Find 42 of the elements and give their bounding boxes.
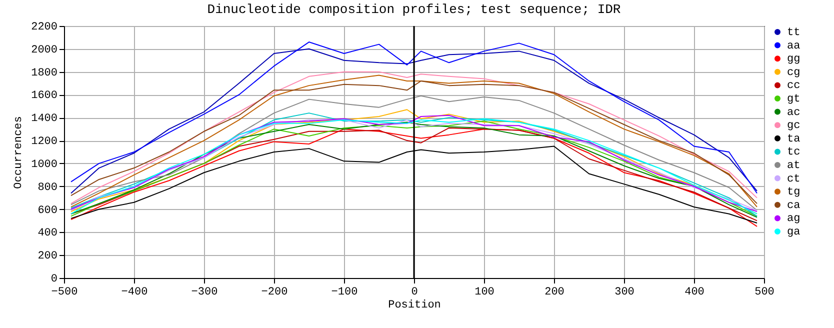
legend-label: ca [787, 200, 801, 212]
y-tick-label: 2000 [31, 44, 58, 56]
y-tick-label: 1600 [31, 90, 58, 102]
y-tick-label: 1800 [31, 67, 58, 80]
legend-label: ct [787, 173, 800, 186]
legend-label: tg [787, 186, 800, 199]
x-tick-label: 500 [754, 286, 774, 298]
x-tick-label: −200 [261, 286, 288, 298]
legend-label: aa [787, 40, 801, 52]
y-tick-label: 800 [38, 182, 58, 194]
x-tick-label: 0 [411, 286, 418, 298]
legend-label: cc [787, 80, 800, 92]
legend-label: ag [787, 213, 800, 226]
x-tick-label: 400 [684, 286, 704, 298]
y-tick-label: 600 [38, 204, 58, 217]
x-tick-label: −300 [191, 286, 218, 298]
y-tick-label: 0 [50, 274, 58, 286]
legend-label: ga [787, 226, 801, 238]
x-tick-label: 100 [474, 286, 494, 298]
legend-label: ac [787, 106, 800, 119]
x-axis-title: Position [388, 300, 441, 312]
legend-label: cg [787, 66, 800, 79]
legend-label: at [787, 160, 800, 172]
legend-label: gg [787, 54, 800, 66]
y-tick-label: 1200 [31, 136, 58, 148]
y-tick-label: 1400 [31, 113, 58, 126]
x-tick-label: −400 [121, 286, 148, 298]
chart-title: Dinucleotide composition profiles; test sequence; IDR [207, 2, 621, 17]
y-tick-label: 1000 [31, 158, 58, 171]
legend-label: gt [787, 94, 800, 106]
x-tick-label: −100 [331, 286, 358, 298]
legend-label: ta [787, 133, 801, 146]
y-tick-label: 200 [38, 250, 58, 263]
legend-label: gc [787, 120, 800, 132]
x-tick-label: 300 [614, 286, 634, 298]
legend-label: tc [787, 146, 800, 159]
legend-label: tt [787, 27, 800, 39]
y-tick-label: 2200 [31, 22, 58, 34]
x-tick-label: −500 [51, 286, 78, 298]
x-tick-label: 200 [544, 286, 564, 298]
y-tick-label: 400 [38, 228, 58, 240]
y-axis-title: Occurrences [13, 116, 26, 189]
